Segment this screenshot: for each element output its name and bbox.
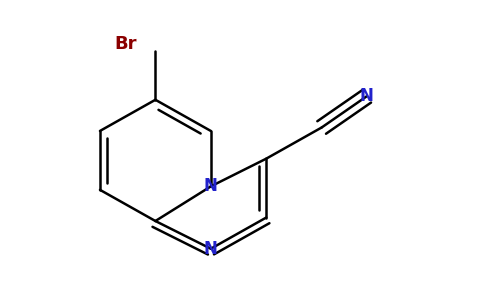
Text: N: N [204, 240, 218, 258]
Text: Br: Br [115, 35, 137, 53]
Text: N: N [360, 87, 374, 105]
Text: N: N [204, 177, 218, 195]
